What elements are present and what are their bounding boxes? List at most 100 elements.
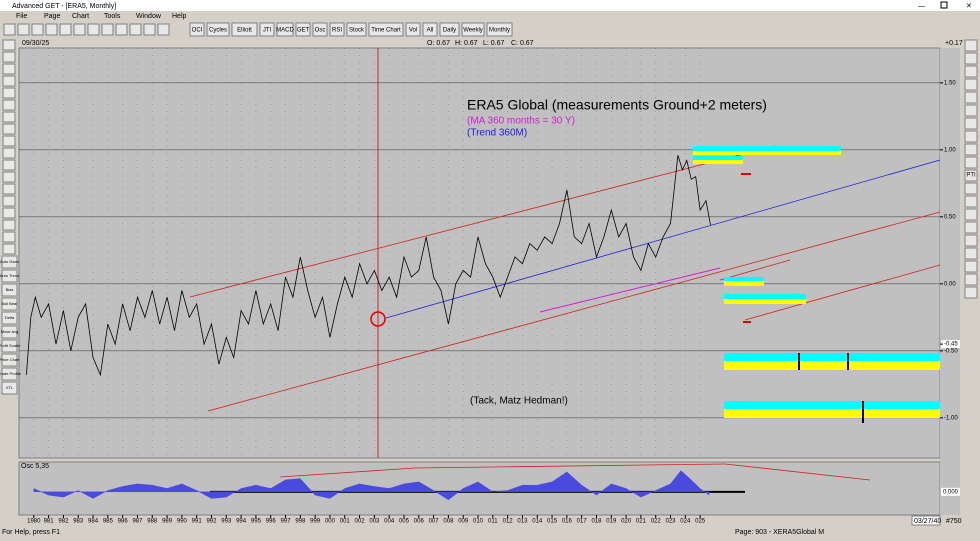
tool-button[interactable] [1,325,18,339]
tool-icon[interactable] [129,23,142,36]
menu-item[interactable]: Page [44,13,60,20]
toolbar-label[interactable]: Elliott [237,28,252,34]
toolbar-button[interactable] [346,22,367,37]
tool-label[interactable]: Trade Profile [0,371,22,376]
tool-icon[interactable] [73,23,86,36]
tool-icon[interactable] [2,75,16,87]
toolbar-label[interactable]: MACD [276,28,294,34]
tool-icon[interactable] [2,243,16,255]
toolbar-label[interactable]: Cycles [209,28,227,34]
tool-label[interactable]: Move Avg [1,329,19,334]
toolbar-label[interactable]: Monthly [489,28,510,34]
toolbar-button[interactable] [231,22,258,37]
menu-item[interactable]: Help [172,13,187,20]
tool-icon[interactable] [964,182,978,195]
toolbar-button[interactable] [295,22,311,37]
tool-icon[interactable] [2,171,16,183]
tool-icon[interactable] [964,143,978,156]
toolbar-label[interactable]: Time Chart [371,28,401,34]
tool-label[interactable]: PTI [966,173,976,179]
tool-icon[interactable] [964,286,978,299]
tool-icon[interactable] [2,39,16,51]
toolbar-button[interactable] [422,22,438,37]
tool-icon[interactable] [101,23,114,36]
tool-icon[interactable] [964,260,978,273]
toolbar-label[interactable]: OCI [192,28,203,34]
toolbar-label[interactable]: JTI [263,28,272,34]
tool-label[interactable]: Profit Scaler [0,343,21,348]
tool-icon[interactable] [964,130,978,143]
menu-item[interactable]: Tools [104,13,121,20]
tool-icon[interactable] [964,195,978,208]
tool-icon[interactable] [2,87,16,99]
tool-label[interactable]: Bias [6,287,14,292]
tool-label[interactable]: XTL [6,385,14,390]
toolbar-button[interactable] [276,22,294,37]
tool-icon[interactable] [2,111,16,123]
tool-button[interactable] [1,297,18,311]
toolbar-button[interactable] [368,22,404,37]
tool-icon[interactable] [45,23,58,36]
tool-icon[interactable] [2,183,16,195]
tool-icon[interactable] [2,135,16,147]
toolbar-label[interactable]: Weekly [463,28,483,34]
toolbar-button[interactable] [329,22,345,37]
tool-label[interactable]: Bull Bear [1,301,18,306]
tool-button[interactable] [1,283,18,297]
tool-icon[interactable] [964,65,978,78]
tool-button[interactable] [1,353,18,367]
tool-icon[interactable] [2,63,16,75]
toolbar-button[interactable] [259,22,275,37]
toolbar-label[interactable]: Daily [443,28,456,34]
tool-icon[interactable] [2,99,16,111]
tool-icon[interactable] [2,195,16,207]
tool-icon[interactable] [964,247,978,260]
tool-icon[interactable] [964,273,978,286]
tool-icon[interactable] [143,23,156,36]
tool-icon[interactable] [17,23,30,36]
tool-icon[interactable] [964,39,978,52]
tool-label[interactable]: Delta [5,315,15,320]
toolbar-button[interactable] [189,22,205,37]
toolbar-button[interactable] [486,22,513,37]
menu-item[interactable]: File [16,13,27,20]
menu-item[interactable]: Chart [72,13,89,20]
tool-icon[interactable] [3,23,16,36]
toolbar-label[interactable]: Osc [315,28,326,34]
tool-label[interactable]: Auto Gann [0,259,19,264]
tool-icon[interactable] [964,52,978,65]
tool-button[interactable] [1,255,18,269]
toolbar-label[interactable]: GET [297,28,310,34]
tool-label[interactable]: Price Chart [0,357,20,362]
close[interactable]: ✕ [966,3,972,10]
toolbar-button[interactable] [312,22,328,37]
tool-icon[interactable] [2,231,16,243]
toolbar-label[interactable]: Stock [349,28,365,34]
tool-icon[interactable] [964,208,978,221]
tool-button[interactable] [1,311,18,325]
tool-icon[interactable] [964,117,978,130]
tool-icon[interactable] [2,147,16,159]
toolbar-button[interactable] [405,22,421,37]
toolbar-button[interactable] [461,22,485,37]
tool-icon[interactable] [964,221,978,234]
tool-icon[interactable] [964,104,978,117]
toolbar-label[interactable]: Vol [409,28,417,34]
toolbar-label[interactable]: RSI [332,28,342,34]
tool-icon[interactable] [115,23,128,36]
tool-icon[interactable] [964,91,978,104]
minimize[interactable]: — [918,3,925,10]
toolbar-label[interactable]: All [427,28,434,34]
toolbar-button[interactable] [206,22,230,37]
tool-label[interactable]: Auto Trend [0,273,19,278]
tool-icon[interactable] [964,78,978,91]
tool-icon[interactable] [59,23,72,36]
tool-icon[interactable] [2,159,16,171]
tool-button[interactable] [1,367,18,381]
tool-icon[interactable] [2,123,16,135]
tool-icon[interactable] [87,23,100,36]
tool-button[interactable] [1,339,18,353]
tool-icon[interactable] [2,51,16,63]
tool-icon[interactable] [964,156,978,169]
tool-icon[interactable] [964,169,978,182]
